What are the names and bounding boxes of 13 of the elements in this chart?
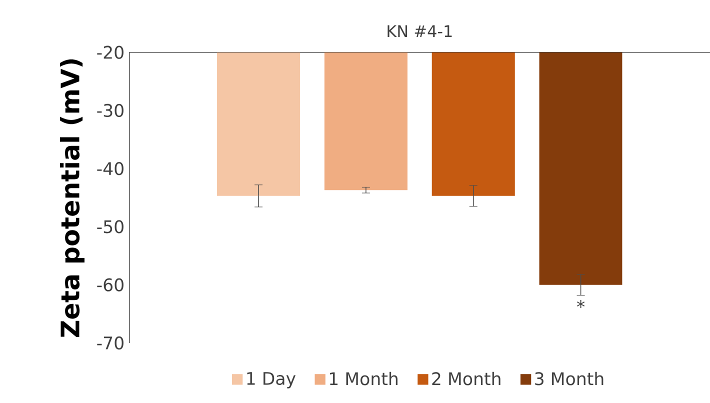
y-tick-label: -60 [97, 278, 124, 292]
y-tick-label: -50 [97, 220, 124, 234]
annotation: * [576, 300, 585, 308]
legend-label: 2 Month [432, 372, 500, 386]
legend-label: 3 Month [535, 372, 604, 386]
y-tick-label: -20 [97, 46, 124, 59]
legend-label: 1 Day [247, 372, 296, 388]
y-tick-label: -30 [97, 104, 124, 118]
y-tick-label: -40 [97, 162, 124, 176]
y-axis-title: Zeta potential (mV) [60, 59, 84, 338]
chart-title: KN #4-1 [388, 25, 452, 37]
legend-label: 1 Month [330, 372, 398, 386]
y-tick-label: -70 [97, 336, 124, 350]
